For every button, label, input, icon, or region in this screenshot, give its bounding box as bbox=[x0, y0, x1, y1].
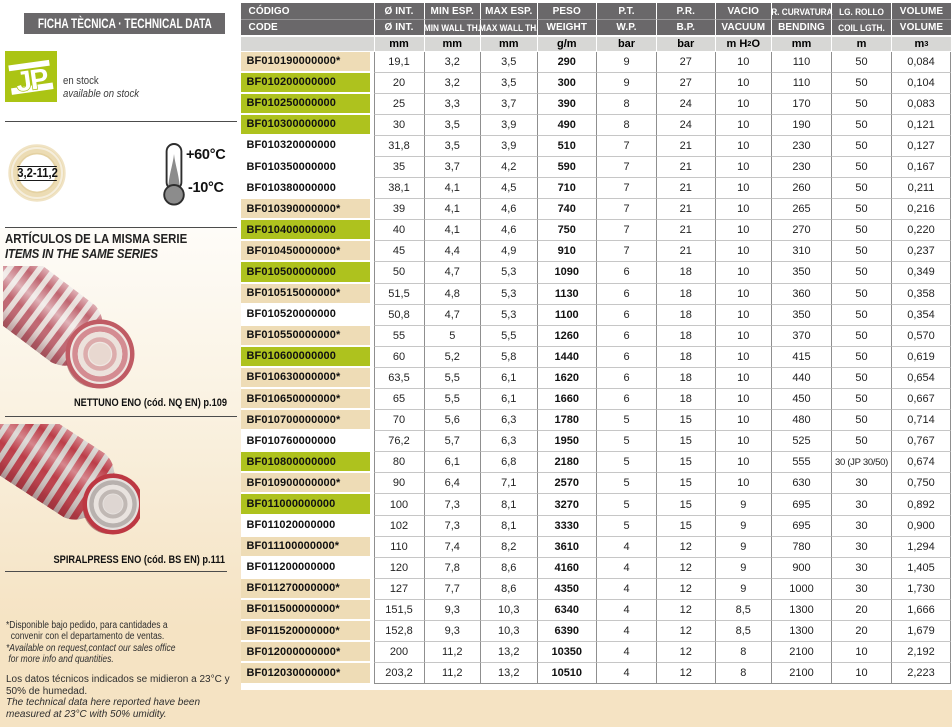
svg-text:JP: JP bbox=[14, 62, 50, 97]
